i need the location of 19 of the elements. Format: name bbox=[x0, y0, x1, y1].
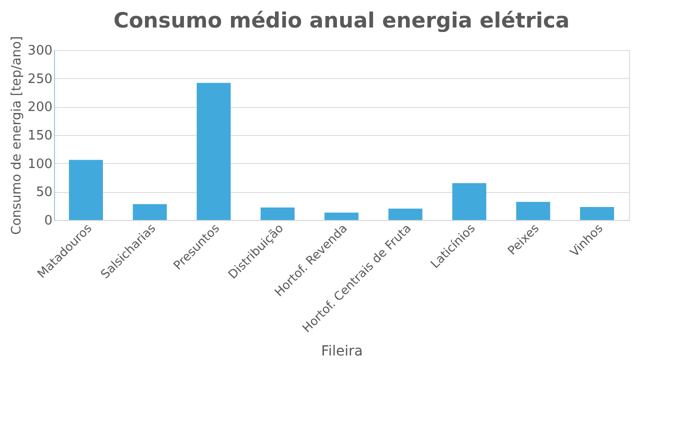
bar bbox=[516, 202, 550, 220]
bar bbox=[580, 206, 614, 220]
y-tick-label: 200 bbox=[28, 100, 52, 116]
bar bbox=[452, 183, 486, 220]
bar bbox=[260, 208, 295, 220]
chart-title: Consumo médio anual energia elétrica bbox=[113, 8, 570, 33]
y-tick-label: 100 bbox=[28, 156, 52, 172]
y-tick-label: 250 bbox=[28, 72, 52, 87]
bar bbox=[324, 212, 358, 220]
bar bbox=[132, 204, 167, 220]
y-tick-label: 300 bbox=[28, 44, 52, 58]
bar bbox=[196, 82, 231, 220]
y-tick-label: 50 bbox=[36, 185, 52, 200]
y-tick-label: 150 bbox=[28, 128, 52, 144]
y-tick-label: 0 bbox=[44, 214, 52, 228]
bar bbox=[68, 160, 103, 220]
bar bbox=[388, 208, 422, 220]
x-axis-title: Fileira bbox=[321, 344, 363, 360]
y-axis-title: Consumo de energia [tep/ano] bbox=[10, 36, 25, 235]
